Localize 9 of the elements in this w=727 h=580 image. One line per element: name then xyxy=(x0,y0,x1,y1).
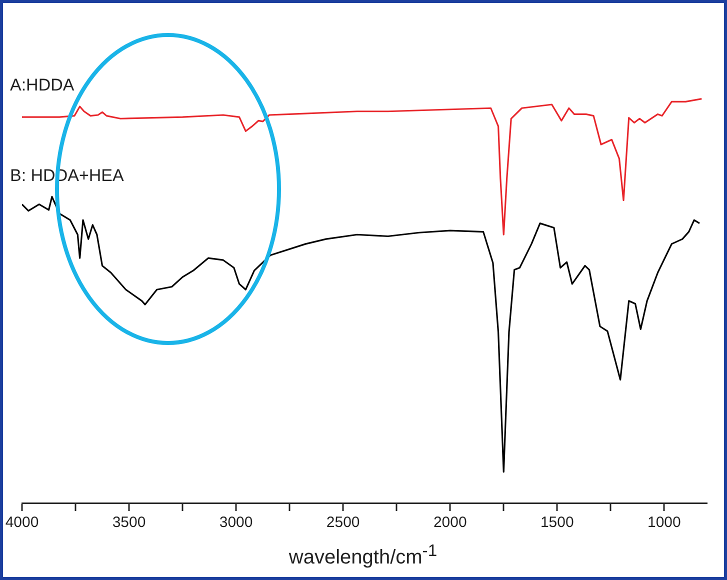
x-axis-title: wavelength/cm$^{-1}$ xyxy=(288,541,438,570)
series-label: A:HDDA xyxy=(10,76,75,95)
x-tick-label: 3000 xyxy=(219,514,253,532)
x-tick-label: 2500 xyxy=(326,514,360,532)
x-tick-label: 2000 xyxy=(433,514,467,532)
x-tick-label: 4000 xyxy=(5,514,39,532)
x-tick-label: 1500 xyxy=(540,514,574,532)
x-tick-label: 1000 xyxy=(648,514,681,532)
x-tick-label: 3500 xyxy=(112,514,146,532)
